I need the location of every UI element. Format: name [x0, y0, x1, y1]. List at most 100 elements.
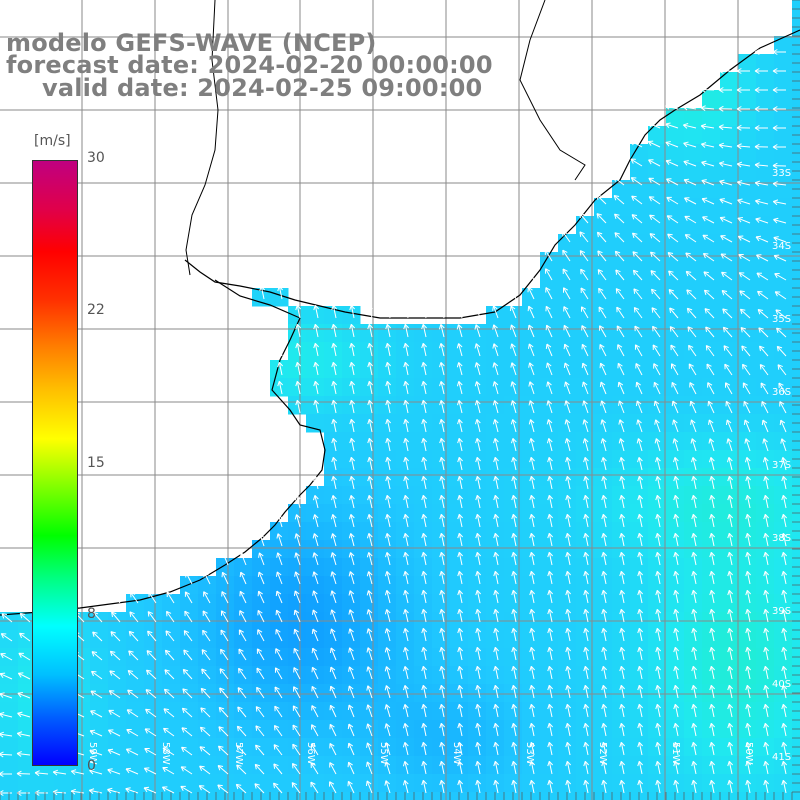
wind-arrow: [421, 779, 428, 794]
field-cell: [666, 486, 685, 505]
field-cell: [288, 342, 307, 361]
wind-arrow: [773, 217, 787, 224]
field-cell: [684, 144, 703, 163]
field-cell: [144, 774, 163, 793]
wind-arrow: [52, 769, 67, 776]
wind-arrow: [736, 106, 750, 112]
field-cell: [396, 558, 415, 577]
wind-arrow: [421, 304, 427, 319]
field-cell: [558, 288, 577, 307]
field-cell: [360, 414, 379, 433]
field-cell: [18, 756, 37, 775]
wind-arrow: [725, 419, 733, 433]
wind-arrow: [745, 779, 752, 794]
field-cell: [378, 504, 397, 523]
field-cell: [324, 666, 343, 685]
wind-arrow: [421, 437, 427, 452]
field-cell: [306, 774, 325, 793]
wind-arrow: [385, 361, 392, 376]
wind-arrow: [740, 327, 751, 338]
field-cell: [738, 414, 757, 433]
wind-arrow: [781, 779, 788, 794]
field-cell: [756, 684, 775, 703]
wind-arrow: [145, 689, 157, 699]
wind-arrow: [601, 513, 608, 528]
field-cell: [576, 306, 595, 325]
wind-arrow: [630, 140, 643, 148]
wind-arrow: [366, 666, 373, 680]
wind-arrow: [691, 570, 698, 585]
field-cell: [342, 432, 361, 451]
wind-arrow: [366, 761, 373, 775]
wind-arrow: [547, 684, 554, 699]
field-cell: [648, 666, 667, 685]
field-cell: [378, 702, 397, 721]
wind-arrow: [256, 686, 265, 699]
wind-arrow: [781, 608, 788, 623]
wind-arrow: [665, 103, 679, 110]
wind-arrow: [669, 326, 679, 338]
field-cell: [468, 360, 487, 379]
wind-arrow: [738, 272, 751, 281]
wind-arrow: [385, 513, 391, 528]
field-cell: [738, 576, 757, 595]
wind-arrow: [763, 513, 770, 528]
wind-arrow: [294, 552, 301, 566]
wind-arrow: [667, 233, 679, 243]
field-cell: [198, 630, 217, 649]
wind-arrow: [691, 551, 698, 566]
wind-arrow: [218, 706, 229, 718]
field-cell: [342, 666, 361, 685]
field-cell: [432, 522, 451, 541]
field-cell: [738, 702, 757, 721]
field-cell: [486, 630, 505, 649]
wind-arrow: [475, 437, 481, 452]
wind-arrow: [161, 786, 175, 794]
field-cell: [306, 360, 325, 379]
field-cell: [540, 774, 559, 793]
wind-arrow: [601, 494, 608, 509]
field-cell: [306, 342, 325, 361]
wind-arrow: [421, 551, 428, 566]
field-cell: [252, 630, 271, 649]
field-cell: [630, 522, 649, 541]
field-cell: [252, 720, 271, 739]
wind-arrow: [736, 143, 751, 150]
field-cell: [630, 594, 649, 613]
field-cell: [450, 432, 469, 451]
field-cell: [702, 108, 721, 127]
wind-arrow: [511, 627, 518, 642]
wind-arrow: [739, 308, 751, 319]
field-cell: [666, 126, 685, 145]
wind-arrow: [219, 668, 229, 680]
wind-arrow: [256, 667, 265, 680]
field-cell: [342, 306, 361, 325]
wind-arrow: [529, 551, 536, 566]
wind-arrow: [583, 646, 590, 661]
field-cell: [756, 720, 775, 739]
field-cell: [234, 756, 253, 775]
wind-arrow: [563, 306, 571, 319]
wind-arrow: [275, 590, 283, 604]
field-cell: [756, 180, 775, 199]
field-cell: [558, 576, 577, 595]
wind-arrow: [709, 646, 716, 661]
field-cell: [774, 342, 793, 361]
wind-arrow: [529, 589, 536, 604]
field-cell: [360, 576, 379, 595]
wind-arrow: [276, 533, 283, 547]
field-cell: [504, 504, 523, 523]
field-cell: [306, 396, 325, 415]
field-cell: [216, 630, 235, 649]
field-cell: [270, 558, 289, 577]
wind-arrow: [349, 361, 356, 376]
colorbar-tick-8: 8: [87, 606, 96, 622]
field-cell: [558, 252, 577, 271]
field-cell: [504, 576, 523, 595]
field-cell: [702, 504, 721, 523]
wind-arrow: [89, 768, 103, 775]
wind-arrow: [367, 418, 374, 433]
field-cell: [576, 648, 595, 667]
field-cell: [648, 504, 667, 523]
field-cell: [342, 576, 361, 595]
